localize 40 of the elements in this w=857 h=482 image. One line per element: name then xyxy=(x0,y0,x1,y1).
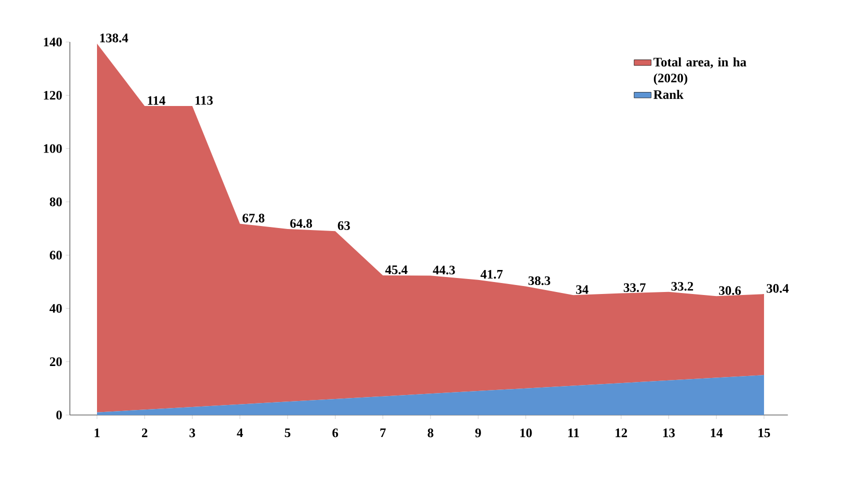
y-tick-label: 80 xyxy=(50,197,62,206)
y-tick-label: 0 xyxy=(56,410,62,420)
data-label: 33.7 xyxy=(624,283,646,292)
legend-label: Rank xyxy=(654,90,684,99)
x-tick-label: 13 xyxy=(663,428,675,438)
y-tick-label: 120 xyxy=(44,90,62,100)
data-label: 113 xyxy=(196,96,213,105)
x-tick-label: 12 xyxy=(616,428,628,438)
x-tick-label: 7 xyxy=(380,428,386,437)
y-tick-label: 40 xyxy=(50,304,62,313)
x-tick-label: 6 xyxy=(332,428,338,438)
y-tick-label: 60 xyxy=(50,250,62,260)
y-tick-label: 140 xyxy=(44,38,62,46)
x-tick-label: 8 xyxy=(428,428,434,438)
x-tick-label: 2 xyxy=(142,428,148,438)
x-tick-label: 1 xyxy=(94,428,100,438)
x-tick-label: 10 xyxy=(520,428,532,438)
y-tick-label: 100 xyxy=(44,144,62,153)
data-label: 30.4 xyxy=(766,284,789,293)
data-label: 38.3 xyxy=(528,276,550,286)
legend-label: Total area, in ha (2020) xyxy=(654,57,746,86)
x-tick-label: 3 xyxy=(190,428,196,438)
data-label: 63 xyxy=(338,221,350,230)
x-tick-label: 15 xyxy=(758,428,770,438)
x-tick-label: 5 xyxy=(284,428,290,438)
data-label: 45.4 xyxy=(385,265,408,274)
x-tick-label: 14 xyxy=(710,428,723,438)
x-tick-label: 9 xyxy=(475,428,481,438)
data-label: 67.8 xyxy=(242,214,264,223)
data-label: 41.7 xyxy=(480,270,503,279)
data-label: 64.8 xyxy=(290,219,312,228)
data-label: 44.3 xyxy=(432,266,455,274)
data-label: 34 xyxy=(576,285,588,294)
data-label: 114 xyxy=(148,96,166,105)
x-tick-label: 4 xyxy=(236,428,243,438)
data-label: 138.4 xyxy=(100,34,128,42)
y-tick-label: 20 xyxy=(50,357,62,366)
data-label: 30.6 xyxy=(719,286,741,295)
x-tick-label: 11 xyxy=(568,428,579,438)
data-label: 33.2 xyxy=(671,282,694,291)
